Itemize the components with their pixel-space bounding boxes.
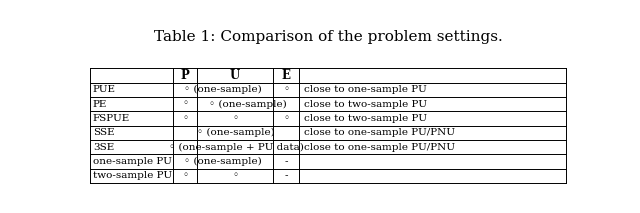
Text: ◦ (one-sample + PU data): ◦ (one-sample + PU data) <box>169 142 304 152</box>
Text: two-sample PU: two-sample PU <box>93 171 172 180</box>
Text: ◦ (one-sample): ◦ (one-sample) <box>184 85 262 94</box>
Text: ◦: ◦ <box>182 100 188 109</box>
Text: U: U <box>230 69 240 82</box>
Text: PE: PE <box>93 100 108 109</box>
Text: ◦: ◦ <box>232 114 238 123</box>
Text: -: - <box>285 157 288 166</box>
Text: ◦: ◦ <box>232 171 238 180</box>
Text: PUE: PUE <box>93 85 116 94</box>
Text: one-sample PU: one-sample PU <box>93 157 172 166</box>
Text: close to two-sample PU: close to two-sample PU <box>305 114 428 123</box>
Text: close to one-sample PU: close to one-sample PU <box>305 85 427 94</box>
Text: E: E <box>282 69 291 82</box>
Text: Table 1: Comparison of the problem settings.: Table 1: Comparison of the problem setti… <box>154 30 502 45</box>
Text: ◦: ◦ <box>182 171 188 180</box>
Text: ◦ (one-sample): ◦ (one-sample) <box>184 157 262 166</box>
Text: close to one-sample PU/PNU: close to one-sample PU/PNU <box>305 128 456 137</box>
Text: FSPUE: FSPUE <box>93 114 130 123</box>
Text: ◦ (one-sample): ◦ (one-sample) <box>198 128 275 137</box>
Text: close to one-sample PU/PNU: close to one-sample PU/PNU <box>305 143 456 152</box>
Text: -: - <box>285 171 288 180</box>
Text: ◦: ◦ <box>182 114 188 123</box>
Text: ◦ (one-sample): ◦ (one-sample) <box>209 99 287 109</box>
Text: P: P <box>180 69 189 82</box>
Text: ◦: ◦ <box>284 85 289 94</box>
Text: ◦: ◦ <box>284 114 289 123</box>
Text: close to two-sample PU: close to two-sample PU <box>305 100 428 109</box>
Text: 3SE: 3SE <box>93 143 114 152</box>
Text: SSE: SSE <box>93 128 115 137</box>
